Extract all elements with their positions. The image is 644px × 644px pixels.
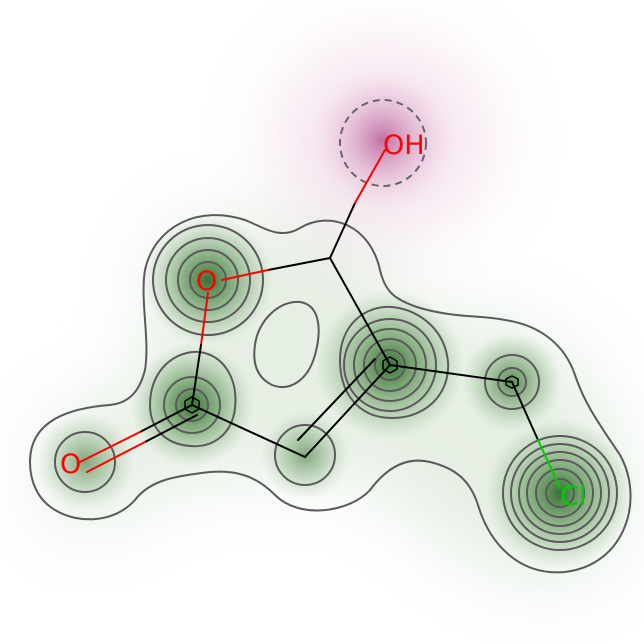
contour-outer (28, 214, 632, 574)
atom-marker-carbonyl (184, 396, 200, 414)
atom-marker-ring-right (382, 356, 398, 374)
highlight-circle (339, 99, 427, 187)
bond-ch2-cl (511, 381, 539, 441)
atom-label-o-carbonyl: O (60, 449, 81, 480)
bond-carbonyl-double (79, 404, 198, 473)
bond-oring-carbonyl (200, 292, 209, 346)
atom-label-oh: OH (383, 130, 425, 161)
bond-c-oring (267, 257, 331, 271)
bonds (79, 149, 561, 489)
bond-ring-double (297, 358, 391, 458)
atom-markers (184, 356, 519, 414)
bond-ringright-coh (329, 257, 391, 366)
atom-label-o-ring: O (196, 266, 217, 297)
atom-marker-ch2 (505, 375, 519, 389)
contour-hole (253, 300, 320, 388)
contour-lines (28, 214, 632, 574)
bond-ringright-ch2 (389, 364, 513, 383)
bond-c-oh (329, 202, 356, 259)
bond-carbonyl-low (191, 404, 306, 458)
atom-labels: OH O O Cl (60, 130, 586, 512)
atom-label-cl: Cl (560, 481, 586, 512)
